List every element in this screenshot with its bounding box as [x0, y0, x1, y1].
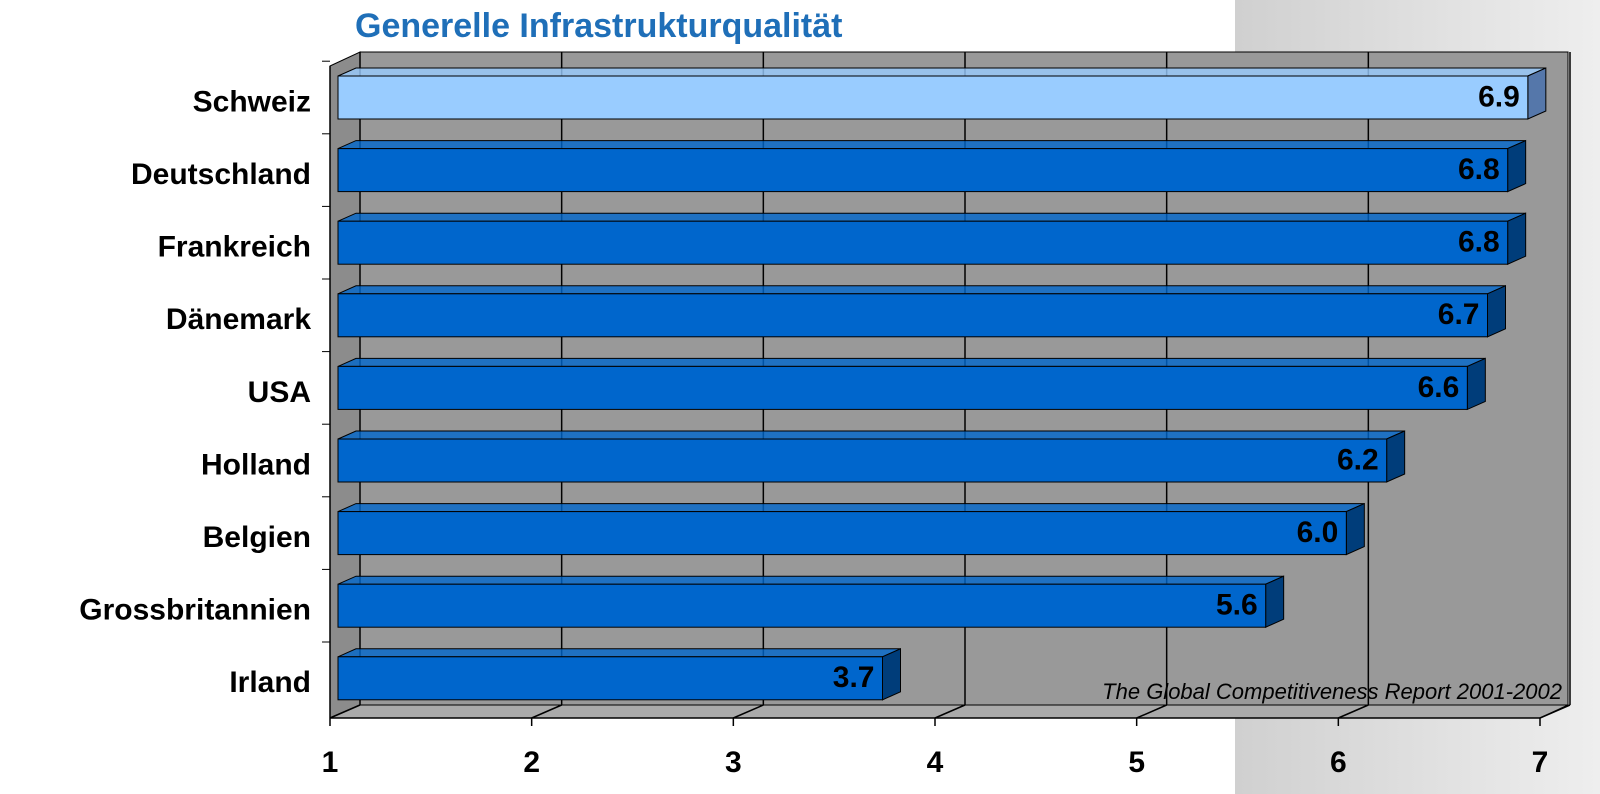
bar-top [337, 285, 1506, 295]
bar [337, 656, 883, 701]
floor-tick [329, 704, 361, 719]
bar-side [1507, 139, 1527, 193]
y-tick-label: Deutschland [131, 158, 311, 191]
bar-top [337, 648, 901, 658]
x-tick-label: 6 [1330, 746, 1347, 779]
bar-side [1487, 285, 1506, 338]
floor-tick [531, 704, 562, 719]
y-tick-label: USA [248, 376, 311, 409]
bar-top [337, 430, 1405, 440]
bar [337, 293, 1488, 338]
bar-side [882, 648, 901, 701]
value-label: 6.2 [1337, 443, 1379, 476]
value-label: 6.7 [1438, 298, 1480, 331]
y-tick-label: Schweiz [193, 85, 311, 118]
floor-tick [1136, 704, 1167, 719]
x-tick-label: 7 [1532, 746, 1549, 779]
bar [337, 75, 1529, 120]
bar-top [337, 503, 1365, 513]
y-tick-label: Irland [229, 666, 311, 699]
bar-side [1345, 502, 1365, 556]
x-tick-label: 4 [927, 746, 944, 779]
bar [337, 583, 1267, 628]
y-tick-label: Frankreich [158, 231, 311, 264]
y-tick-label: Holland [201, 448, 311, 481]
annotation: The Global Competitiveness Report 2001-2… [1102, 679, 1562, 704]
chart-title: Generelle Infrastrukturqualität [355, 7, 842, 45]
value-label: 6.8 [1458, 153, 1500, 186]
y-tick-label: Belgien [203, 521, 311, 554]
value-label: 5.6 [1216, 589, 1258, 622]
y-tick-label: Grossbritannien [79, 594, 311, 627]
bar-top [337, 140, 1526, 150]
bar [337, 365, 1468, 410]
bar-side [1265, 575, 1285, 628]
x-tick-label: 1 [322, 746, 339, 779]
value-label: 6.0 [1297, 516, 1339, 549]
value-label: 3.7 [833, 661, 875, 694]
bar [337, 511, 1347, 556]
bar-side [1386, 430, 1406, 483]
x-tick-label: 2 [523, 746, 540, 779]
bar [337, 148, 1509, 193]
bar [337, 438, 1388, 483]
bar-side [1507, 212, 1527, 265]
bar [337, 220, 1509, 265]
value-label: 6.6 [1418, 371, 1460, 404]
bar-top [337, 212, 1526, 222]
x-tick-label: 3 [725, 746, 742, 779]
bar-top [337, 67, 1547, 77]
x-tick-label: 5 [1128, 746, 1145, 779]
bar-side [1466, 357, 1486, 411]
floor-tick [1338, 704, 1369, 719]
bar-top [337, 357, 1486, 367]
floor-tick [733, 704, 764, 719]
floor-tick [934, 704, 966, 719]
bar-side [1527, 67, 1547, 120]
bar-top [337, 575, 1284, 585]
value-label: 6.9 [1478, 80, 1520, 113]
value-label: 6.8 [1458, 226, 1500, 259]
floor-tick [1539, 704, 1571, 719]
y-tick-label: Dänemark [166, 303, 311, 336]
